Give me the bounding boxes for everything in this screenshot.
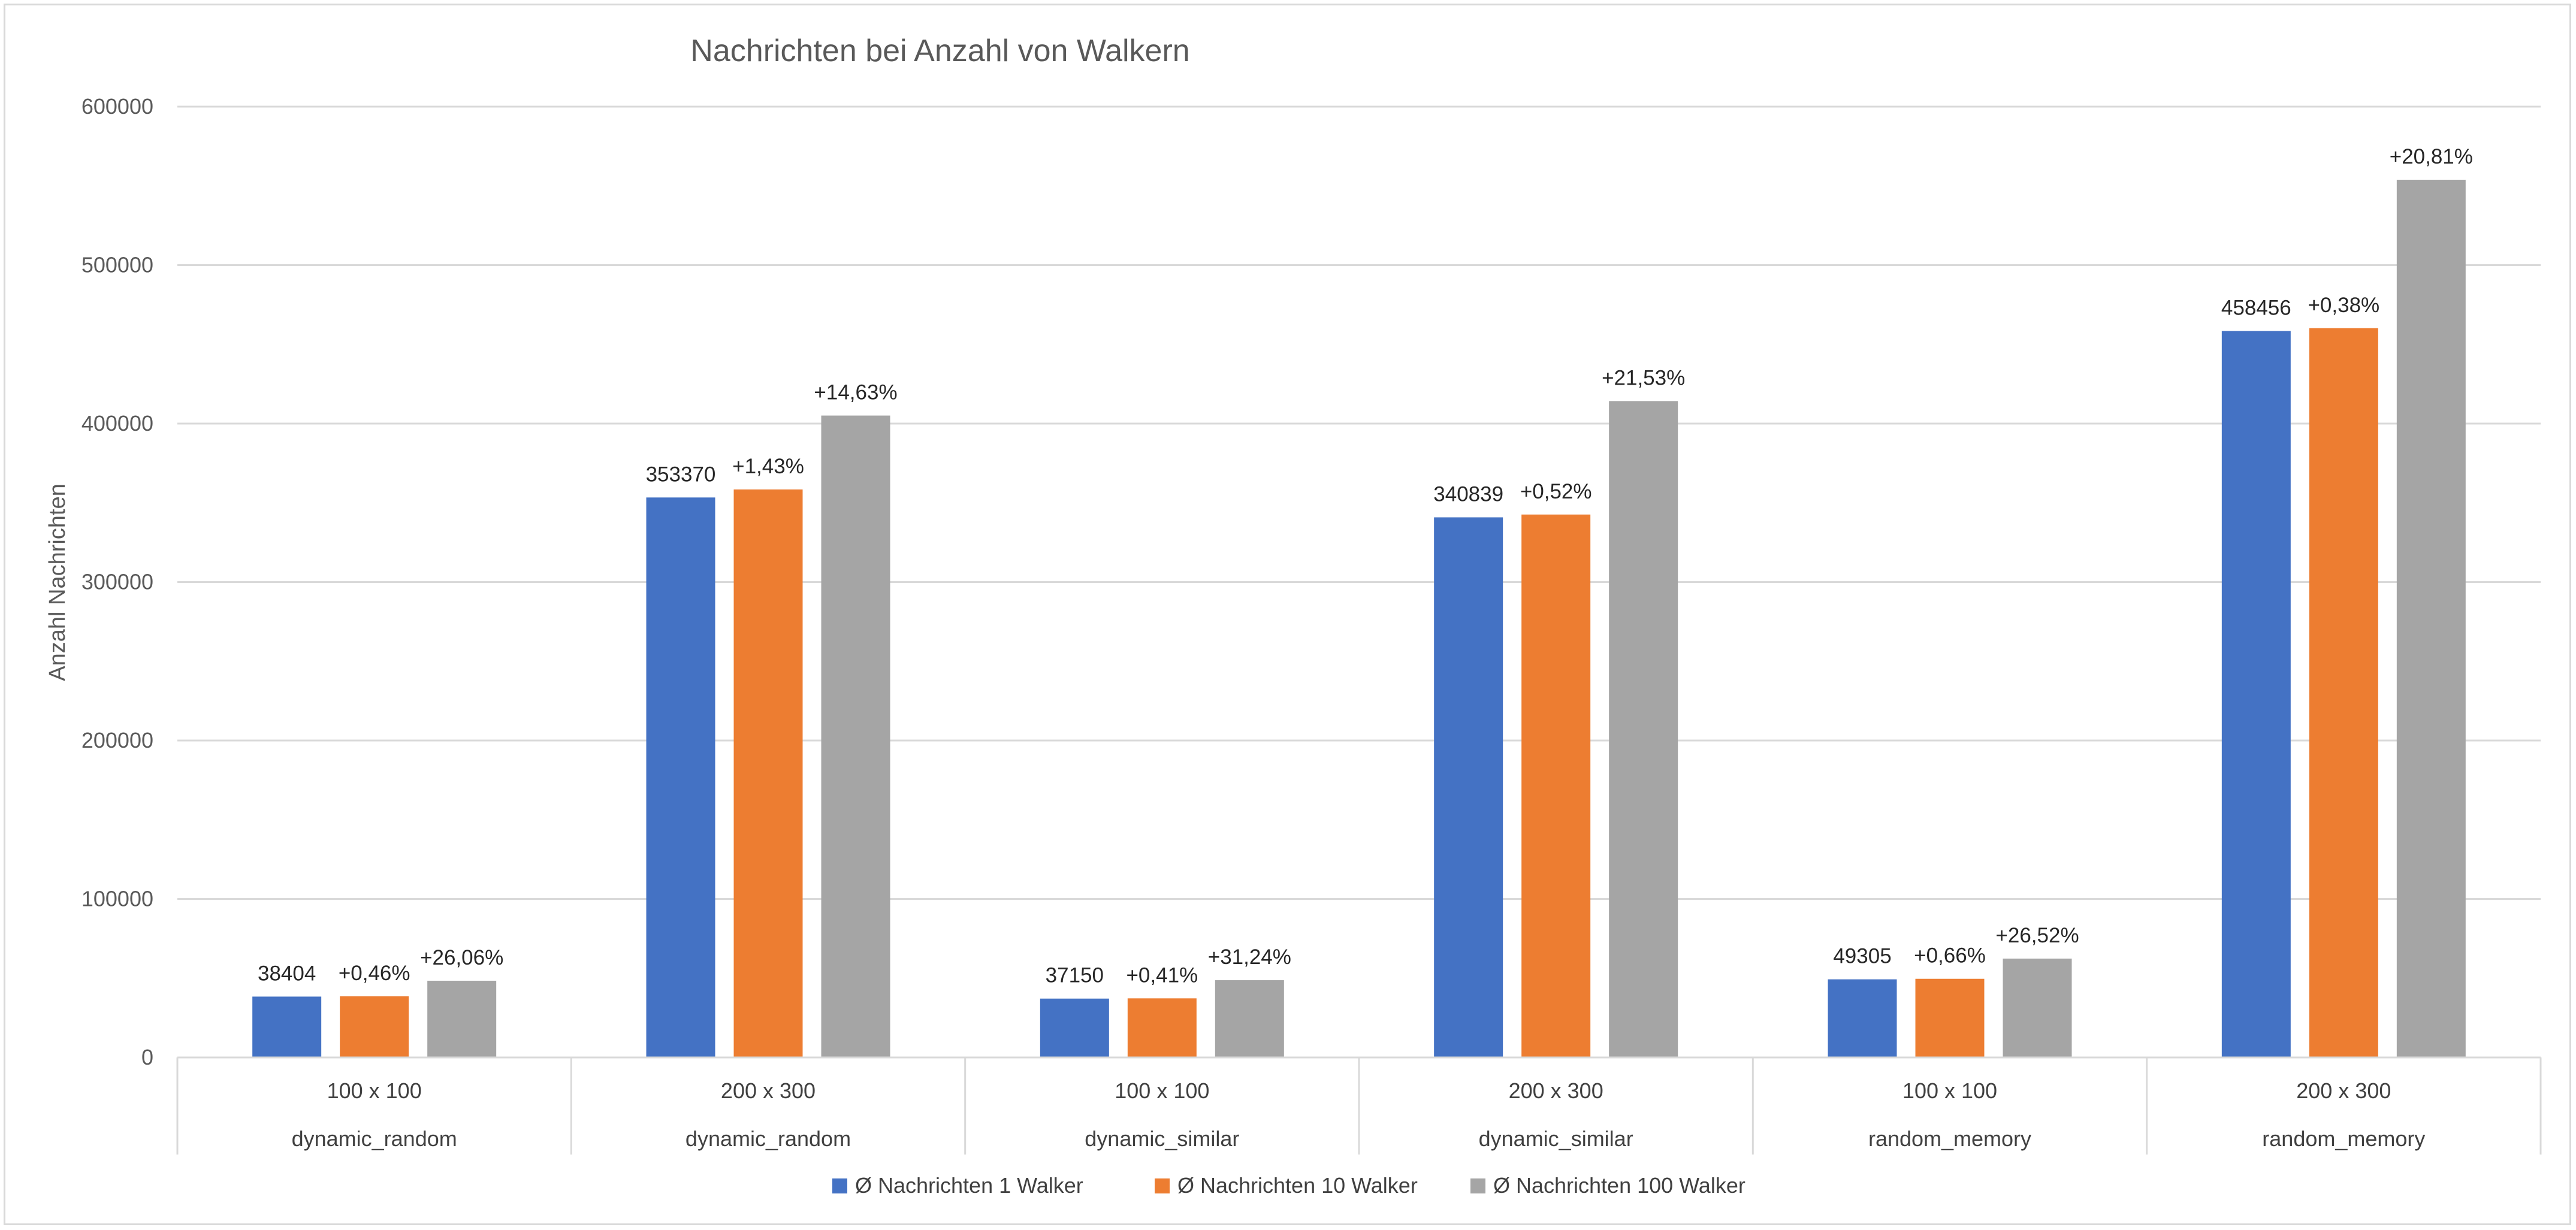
data-label: +21,53% — [1602, 366, 1685, 389]
x-tick-label-algorithm: dynamic_random — [685, 1126, 851, 1151]
data-label: +26,06% — [420, 946, 503, 969]
data-labels: 38404 +0,46% +26,06% 353370 +1,43% +14,63% 371… — [258, 145, 2473, 987]
y-axis-ticks: 0 100000 200000 300000 400000 500000 600000 — [81, 94, 153, 1069]
x-tick-label-size: 200 x 300 — [1509, 1078, 1603, 1103]
chart-frame: Nachrichten bei Anzahl von Walkern 0 1000… — [4, 4, 2571, 1225]
legend-label: Ø Nachrichten 1 Walker — [855, 1173, 1083, 1198]
bar — [1828, 979, 1897, 1057]
data-label: +0,41% — [1126, 963, 1198, 987]
bar — [1434, 517, 1503, 1057]
x-tick-label-algorithm: dynamic_similar — [1085, 1126, 1239, 1151]
bar — [646, 497, 715, 1057]
x-tick-label-algorithm: dynamic_similar — [1479, 1126, 1633, 1151]
bar — [2309, 328, 2378, 1057]
data-label: +1,43% — [732, 455, 804, 478]
y-tick-label: 600000 — [81, 94, 153, 119]
gridlines — [177, 105, 2541, 900]
x-tick-label-size: 100 x 100 — [327, 1078, 422, 1103]
legend-label: Ø Nachrichten 100 Walker — [1493, 1173, 1745, 1198]
legend: Ø Nachrichten 1 Walker Ø Nachrichten 10 W… — [832, 1173, 1745, 1198]
bar — [252, 996, 322, 1057]
y-tick-label: 500000 — [81, 253, 153, 277]
data-label: +0,52% — [1520, 480, 1592, 503]
y-axis-label: Anzahl Nachrichten — [45, 483, 70, 681]
data-label: +26,52% — [1995, 924, 2079, 947]
x-tick-label-size: 100 x 100 — [1115, 1078, 1209, 1103]
bar — [1215, 980, 1284, 1057]
bar — [821, 415, 890, 1057]
bar — [1521, 514, 1591, 1057]
bar — [2396, 180, 2466, 1058]
x-tick-label-algorithm: dynamic_random — [292, 1126, 457, 1151]
data-label: +14,63% — [814, 381, 897, 404]
bar — [733, 489, 803, 1057]
bar — [2221, 331, 2291, 1058]
x-tick-label-algorithm: random_memory — [1868, 1126, 2031, 1151]
y-tick-label: 100000 — [81, 887, 153, 911]
bars — [252, 180, 2466, 1058]
x-tick-label-size: 200 x 300 — [721, 1078, 816, 1103]
y-tick-label: 200000 — [81, 728, 153, 752]
x-tick-label-size: 100 x 100 — [1902, 1078, 1997, 1103]
bar — [427, 980, 497, 1057]
legend-swatch — [1470, 1178, 1485, 1193]
x-axis: 100 x 100 dynamic_random 200 x 300 dynamic_… — [176, 1056, 2542, 1155]
bar — [340, 996, 409, 1057]
legend-swatch — [1155, 1178, 1170, 1193]
bar — [1609, 401, 1678, 1058]
data-label: 38404 — [258, 962, 316, 985]
data-label: +20,81% — [2390, 145, 2473, 168]
bar — [1040, 998, 1109, 1057]
data-label: +0,46% — [339, 962, 410, 985]
bar — [1915, 978, 1985, 1057]
x-tick-label-algorithm: random_memory — [2262, 1126, 2425, 1151]
data-label: +0,38% — [2308, 294, 2379, 317]
data-label: +31,24% — [1208, 945, 1291, 969]
data-label: 458456 — [2221, 296, 2291, 319]
y-tick-label: 400000 — [81, 411, 153, 436]
bar-chart: Nachrichten bei Anzahl von Walkern 0 1000… — [45, 34, 2542, 1198]
data-label: 340839 — [1433, 482, 1503, 506]
legend-swatch — [832, 1178, 847, 1193]
y-tick-label: 300000 — [81, 570, 153, 594]
bar — [2003, 959, 2072, 1057]
bar — [1127, 998, 1197, 1057]
data-label: +0,66% — [1914, 944, 1986, 968]
data-label: 353370 — [646, 463, 716, 486]
chart-title: Nachrichten bei Anzahl von Walkern — [690, 34, 1189, 68]
legend-label: Ø Nachrichten 10 Walker — [1177, 1173, 1418, 1198]
data-label: 49305 — [1833, 945, 1891, 968]
x-tick-label-size: 200 x 300 — [2296, 1078, 2391, 1103]
y-tick-label: 0 — [141, 1045, 153, 1069]
data-label: 37150 — [1046, 964, 1104, 987]
